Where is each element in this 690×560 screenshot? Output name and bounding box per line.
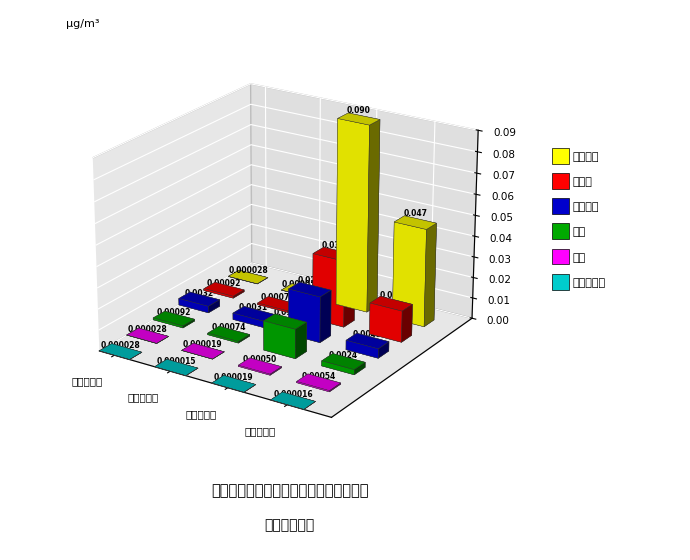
Text: ベリリウム: ベリリウム — [573, 278, 606, 288]
Text: μg/m³: μg/m³ — [66, 20, 99, 29]
Text: 平成２３年度有害大気汚染物質年平均値: 平成２３年度有害大気汚染物質年平均値 — [211, 484, 368, 498]
Text: 水銀: 水銀 — [573, 227, 586, 237]
Text: クロム: クロム — [573, 177, 593, 187]
Text: ニッケル: ニッケル — [573, 202, 599, 212]
Text: （金属類１）: （金属類１） — [265, 518, 315, 532]
Text: ヒ素: ヒ素 — [573, 253, 586, 263]
Text: マンガン: マンガン — [573, 152, 599, 162]
